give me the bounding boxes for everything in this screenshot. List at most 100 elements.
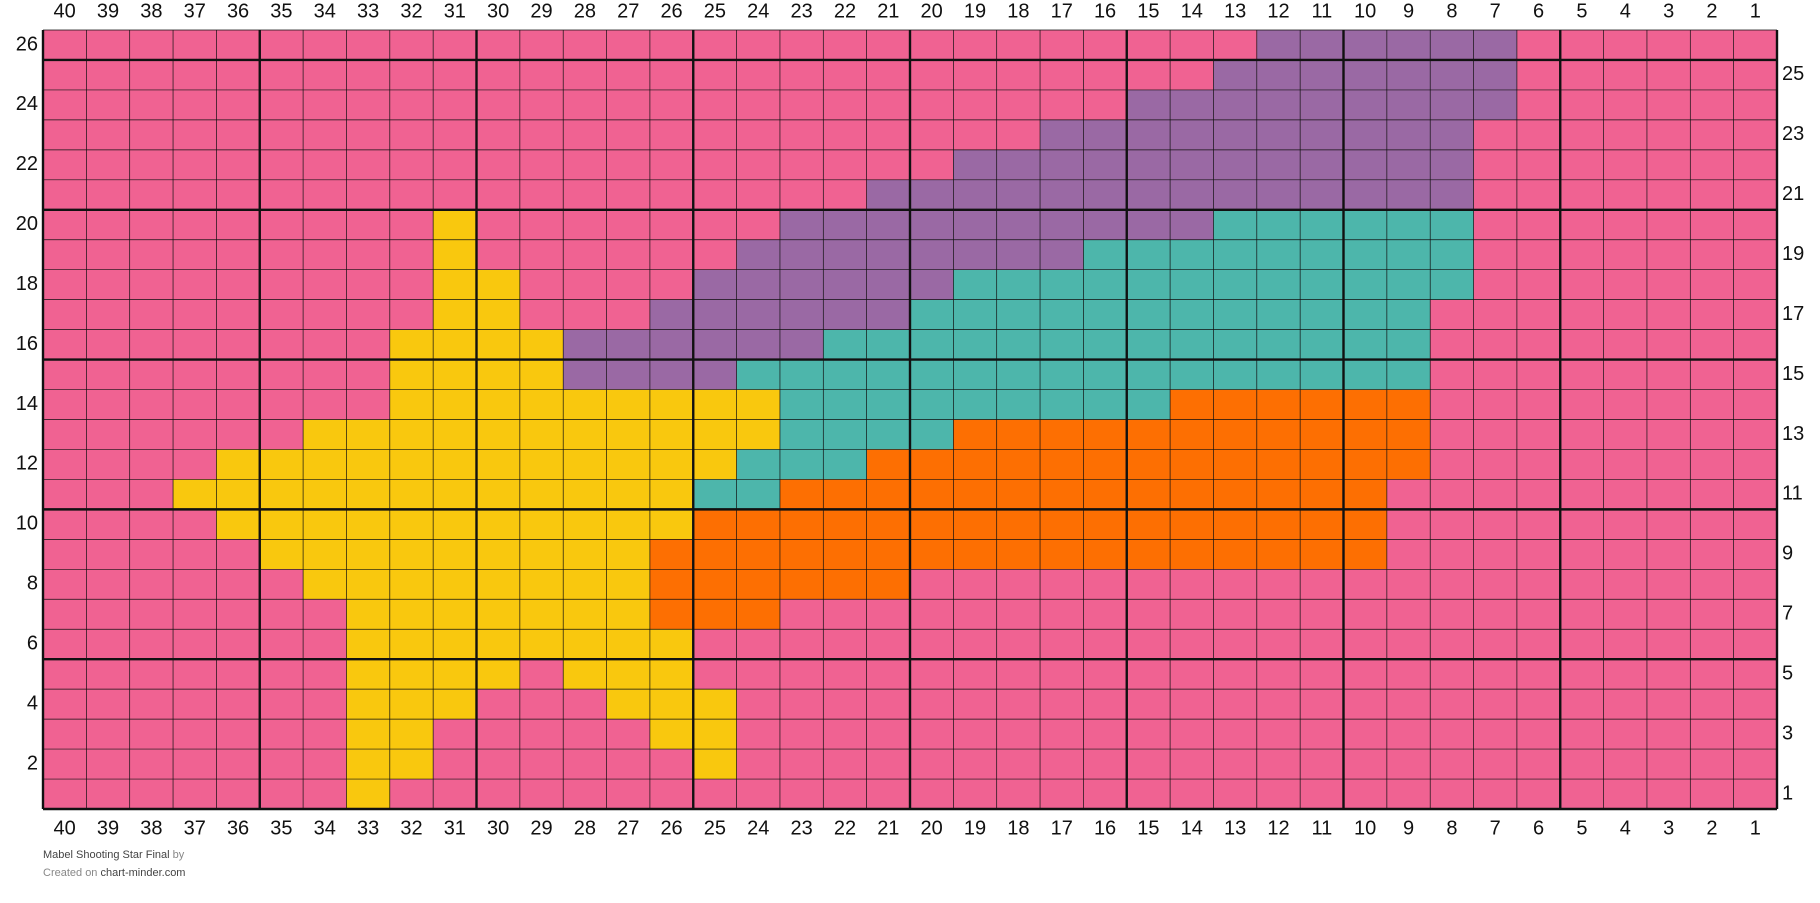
- column-label-bottom: 23: [791, 817, 813, 839]
- column-label-bottom: 40: [54, 817, 76, 839]
- column-label-top: 24: [747, 0, 769, 22]
- row-label-left: 10: [16, 513, 38, 535]
- row-label-left: 18: [16, 273, 38, 295]
- cell-run: [43, 779, 347, 809]
- cell-run: [693, 659, 1777, 690]
- row-label-right: 11: [1782, 483, 1803, 505]
- column-label-bottom: 13: [1224, 817, 1246, 839]
- row-label-left: 22: [16, 153, 38, 175]
- row-label-right: 17: [1782, 303, 1804, 325]
- column-label-top: 37: [184, 0, 206, 22]
- column-label-top: 18: [1007, 0, 1029, 22]
- cell-run: [1473, 149, 1777, 180]
- column-label-top: 15: [1137, 0, 1159, 22]
- cell-run: [303, 419, 780, 450]
- row-label-right: 13: [1782, 423, 1804, 445]
- column-label-bottom: 34: [314, 817, 336, 839]
- cell-run: [1473, 209, 1777, 240]
- column-label-bottom: 22: [834, 817, 856, 839]
- column-label-top: 19: [964, 0, 986, 22]
- cell-run: [433, 239, 477, 270]
- cell-run: [43, 599, 347, 630]
- column-label-top: 11: [1311, 0, 1332, 22]
- column-label-bottom: 38: [140, 817, 162, 839]
- row-label-right: 9: [1782, 543, 1793, 565]
- column-label-top: 7: [1490, 0, 1501, 22]
- column-label-top: 39: [97, 0, 119, 22]
- row-label-right: 3: [1782, 722, 1793, 744]
- cell-run: [43, 89, 1127, 120]
- column-label-bottom: 17: [1051, 817, 1073, 839]
- cell-run: [1386, 479, 1777, 510]
- column-label-bottom: 5: [1576, 817, 1587, 839]
- row-label-left: 24: [16, 93, 38, 115]
- column-label-top: 29: [530, 0, 552, 22]
- row-label-left: 14: [16, 393, 38, 415]
- cell-run: [519, 659, 564, 690]
- column-label-bottom: 35: [270, 817, 292, 839]
- column-label-top: 40: [54, 0, 76, 22]
- row-label-right: 1: [1782, 782, 1793, 804]
- column-label-top: 16: [1094, 0, 1116, 22]
- column-label-bottom: 28: [574, 817, 596, 839]
- cell-run: [433, 719, 650, 750]
- column-label-bottom: 2: [1706, 817, 1717, 839]
- cell-run: [43, 149, 954, 180]
- cell-run: [43, 719, 347, 750]
- column-label-bottom: 6: [1533, 817, 1544, 839]
- column-label-bottom: 19: [964, 817, 986, 839]
- cell-run: [43, 269, 434, 300]
- labels: 4040393938383737363635353434333332323131…: [16, 0, 1805, 839]
- cell-run: [346, 779, 390, 809]
- cell-run: [346, 599, 650, 630]
- column-label-bottom: 12: [1267, 817, 1289, 839]
- column-label-top: 36: [227, 0, 249, 22]
- column-label-bottom: 26: [660, 817, 682, 839]
- row-label-left: 26: [16, 33, 38, 55]
- cell-run: [693, 629, 1777, 660]
- cell-run: [43, 749, 347, 780]
- row-label-left: 16: [16, 333, 38, 355]
- cell-run: [1386, 509, 1777, 540]
- cell-run: [43, 299, 434, 330]
- column-label-top: 30: [487, 0, 509, 22]
- column-label-top: 28: [574, 0, 596, 22]
- column-label-bottom: 18: [1007, 817, 1029, 839]
- row-label-right: 21: [1782, 183, 1804, 205]
- column-label-top: 1: [1750, 0, 1761, 22]
- cell-run: [43, 179, 867, 210]
- row-label-right: 7: [1782, 603, 1793, 625]
- column-label-top: 32: [400, 0, 422, 22]
- column-label-bottom: 10: [1354, 817, 1376, 839]
- cell-run: [1473, 269, 1777, 300]
- column-label-top: 9: [1403, 0, 1414, 22]
- column-label-top: 13: [1224, 0, 1246, 22]
- column-label-top: 17: [1051, 0, 1073, 22]
- column-label-bottom: 3: [1663, 817, 1674, 839]
- cell-run: [43, 239, 434, 270]
- cell-run: [1213, 59, 1517, 90]
- column-label-top: 6: [1533, 0, 1544, 22]
- column-label-top: 3: [1663, 0, 1674, 22]
- column-label-bottom: 29: [530, 817, 552, 839]
- row-label-right: 5: [1782, 662, 1793, 684]
- column-label-top: 14: [1181, 0, 1203, 22]
- cell-run: [953, 419, 1431, 450]
- cell-run: [649, 539, 1387, 570]
- column-label-bottom: 30: [487, 817, 509, 839]
- cell-run: [1126, 89, 1517, 120]
- cell-run: [1083, 239, 1474, 270]
- row-label-right: 15: [1782, 363, 1804, 385]
- column-label-top: 25: [704, 0, 726, 22]
- cell-run: [259, 539, 650, 570]
- cell-run: [43, 539, 260, 570]
- row-label-left: 2: [27, 752, 38, 774]
- cell-run: [476, 689, 607, 720]
- cell-run: [216, 509, 694, 540]
- column-label-bottom: 9: [1403, 817, 1414, 839]
- column-label-top: 10: [1354, 0, 1376, 22]
- column-label-top: 38: [140, 0, 162, 22]
- cell-run: [43, 119, 1041, 150]
- row-label-left: 8: [27, 573, 38, 595]
- cell-run: [43, 659, 347, 690]
